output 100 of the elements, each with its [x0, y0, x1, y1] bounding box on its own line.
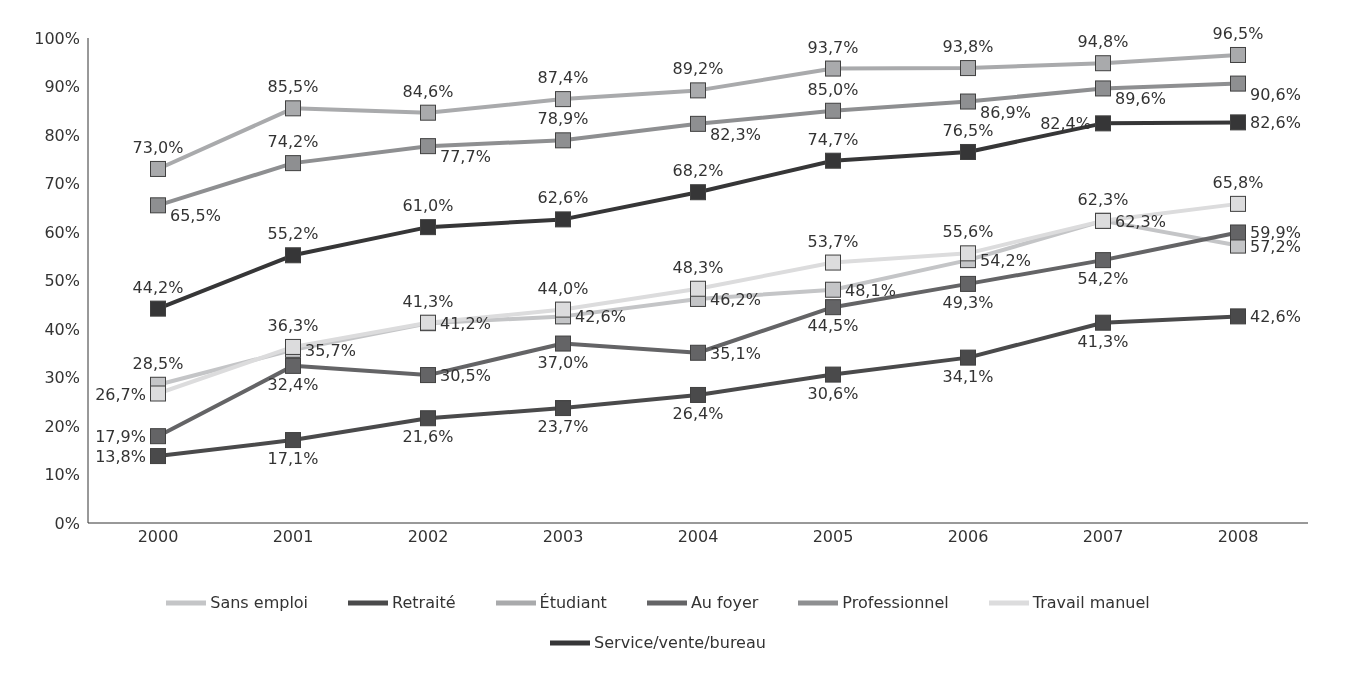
data-label: 41,3% [402, 291, 454, 311]
data-label: 30,6% [807, 383, 859, 403]
data-label: 89,2% [672, 59, 724, 79]
point [420, 104, 436, 121]
point [150, 197, 166, 214]
point [1230, 224, 1246, 241]
data-label: 13,8% [95, 447, 146, 467]
data-label: 65,5% [170, 206, 221, 226]
legend-label: Au foyer [690, 592, 759, 612]
data-label: 48,1% [845, 280, 896, 300]
point [825, 299, 841, 316]
point [825, 254, 841, 271]
data-label: 42,6% [1250, 307, 1301, 327]
point [1095, 314, 1111, 331]
point [420, 367, 436, 384]
data-label: 85,0% [807, 79, 859, 99]
y-tick-label: 90% [44, 77, 80, 97]
point [960, 143, 976, 160]
data-label: 54,2% [980, 251, 1031, 271]
point [825, 281, 841, 298]
point [285, 357, 301, 374]
point [690, 280, 706, 297]
point [690, 115, 706, 132]
data-label: 46,2% [710, 289, 761, 309]
data-label: 55,6% [942, 222, 994, 242]
data-label: 17,1% [267, 449, 319, 469]
data-label: 96,5% [1212, 23, 1264, 43]
point [690, 344, 706, 361]
point [690, 82, 706, 99]
x-tick-label: 2001 [272, 527, 314, 547]
data-label: 68,2% [672, 161, 724, 181]
y-tick-label: 50% [44, 271, 80, 291]
point [555, 400, 571, 417]
legend-label: Sans emploi [210, 592, 309, 612]
data-label: 44,0% [537, 278, 589, 298]
point [690, 386, 706, 403]
x-tick-label: 2008 [1217, 527, 1259, 547]
y-tick-label: 60% [44, 222, 80, 242]
data-label: 55,2% [267, 224, 319, 244]
point [825, 102, 841, 119]
point [825, 60, 841, 77]
x-tick-label: 2005 [812, 527, 854, 547]
point [555, 132, 571, 149]
x-tick-label: 2004 [677, 527, 719, 547]
point [960, 60, 976, 77]
data-label: 42,6% [575, 307, 626, 327]
data-label: 86,9% [980, 102, 1031, 122]
data-label: 82,6% [1250, 113, 1301, 133]
point [1230, 75, 1246, 92]
point [150, 385, 166, 402]
point [150, 160, 166, 177]
point [150, 448, 166, 465]
x-tick-label: 2006 [947, 527, 989, 547]
data-label: 32,4% [267, 374, 319, 394]
point [825, 366, 841, 383]
data-label: 74,7% [807, 129, 859, 149]
point [1095, 252, 1111, 269]
legend-label: Retraité [392, 592, 456, 612]
data-label: 77,7% [440, 147, 491, 167]
data-label: 84,6% [402, 81, 454, 101]
data-label: 49,3% [942, 292, 994, 312]
x-tick-label: 2007 [1082, 527, 1124, 547]
point [960, 275, 976, 292]
data-label: 36,3% [267, 315, 319, 335]
y-tick-label: 70% [44, 174, 80, 194]
data-label: 76,5% [942, 120, 994, 140]
point [1230, 195, 1246, 212]
data-label: 62,6% [537, 188, 589, 208]
x-tick-label: 2002 [407, 527, 449, 547]
data-label: 48,3% [672, 257, 724, 277]
point [1230, 46, 1246, 63]
point [1230, 114, 1246, 131]
data-label: 93,7% [807, 37, 859, 57]
data-label: 62,3% [1077, 189, 1129, 209]
legend-label: Travail manuel [1032, 592, 1150, 612]
legend-label: Professionnel [842, 592, 949, 612]
y-tick-label: 40% [44, 319, 80, 339]
point [690, 184, 706, 201]
point [960, 245, 976, 262]
data-label: 73,0% [132, 137, 184, 157]
data-label: 30,5% [440, 366, 491, 386]
data-label: 61,0% [402, 196, 454, 216]
point [1095, 115, 1111, 132]
point [150, 428, 166, 445]
x-tick-label: 2003 [542, 527, 584, 547]
data-label: 93,8% [942, 37, 994, 57]
data-label: 37,0% [537, 352, 589, 372]
y-tick-label: 30% [44, 368, 80, 388]
data-label: 17,9% [95, 427, 146, 447]
data-label: 87,4% [537, 68, 589, 88]
data-label: 44,5% [807, 316, 859, 336]
y-tick-label: 80% [44, 125, 80, 145]
point [825, 152, 841, 169]
data-label: 89,6% [1115, 89, 1166, 109]
data-label: 41,2% [440, 314, 491, 334]
data-label: 74,2% [267, 132, 319, 152]
point [420, 219, 436, 236]
data-label: 82,3% [710, 124, 761, 144]
data-label: 23,7% [537, 417, 589, 437]
point [285, 155, 301, 172]
